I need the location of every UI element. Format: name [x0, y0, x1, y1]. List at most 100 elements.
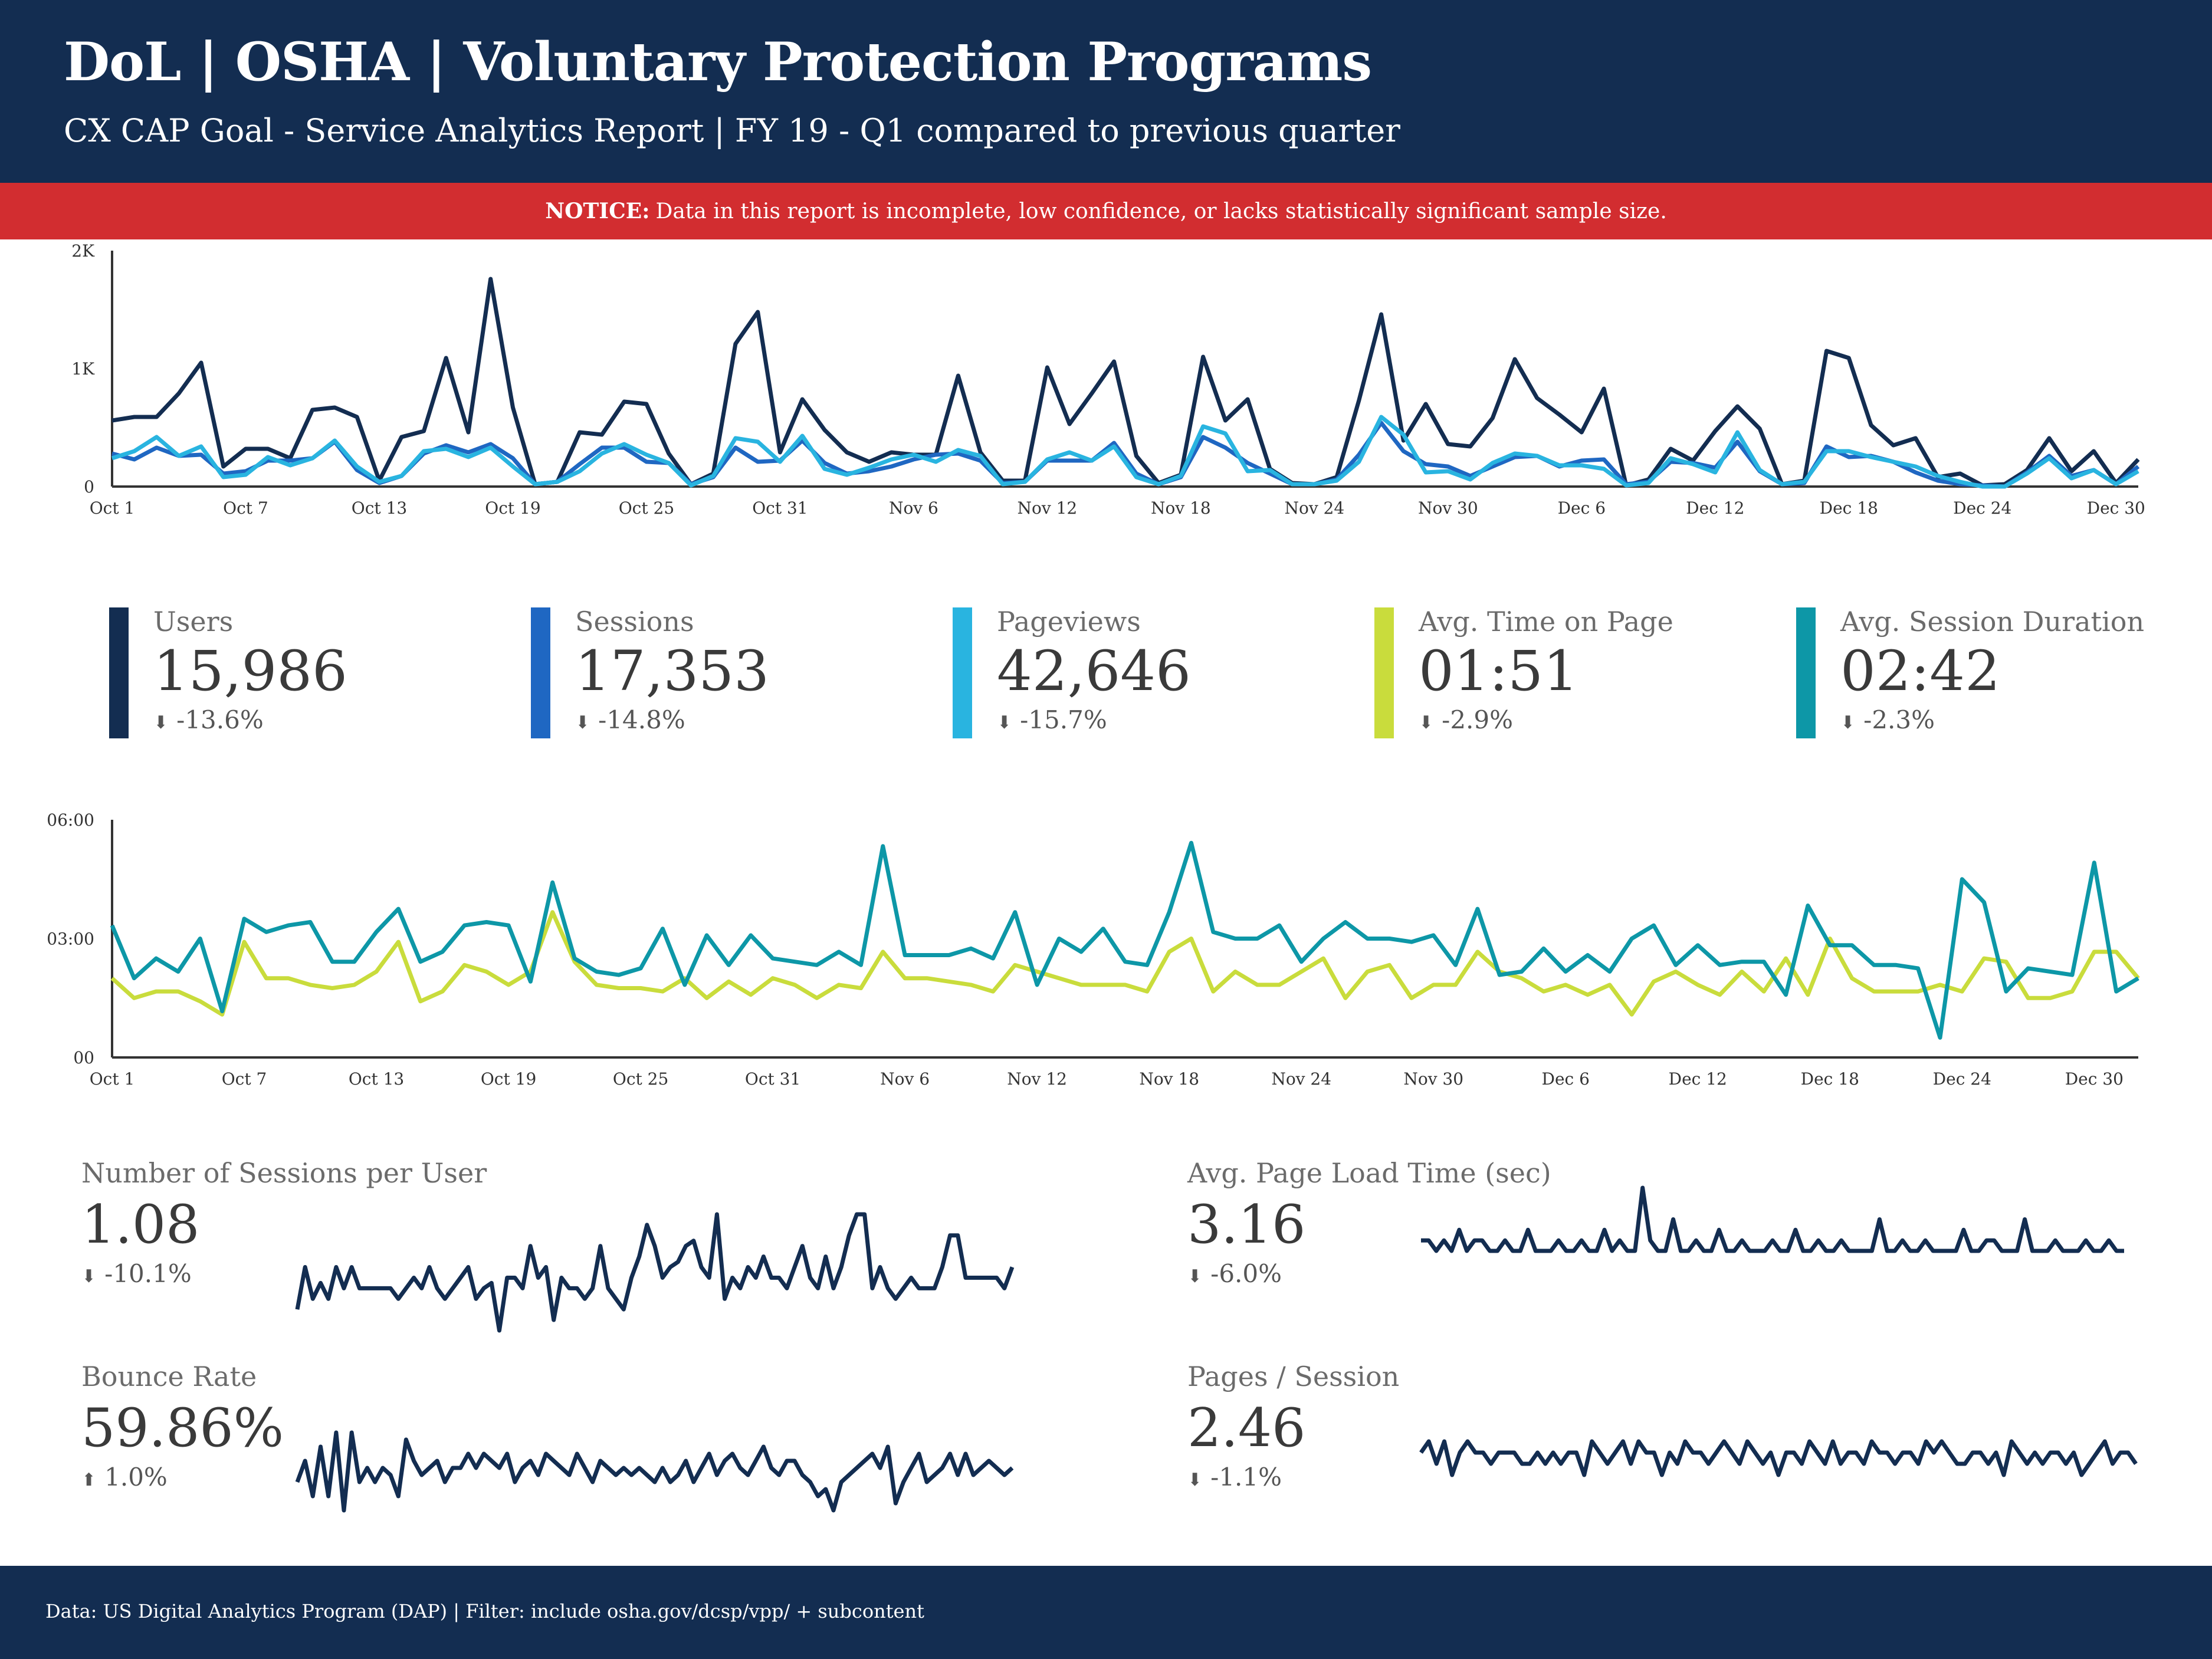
sparkline-path	[1419, 1439, 2138, 1477]
x-tick-label: Dec 24	[1953, 498, 2011, 518]
kpi-avg-time-delta: -2.9%	[1442, 705, 1514, 734]
footer-source-text: Data: US Digital Analytics Program (DAP)…	[45, 1600, 924, 1622]
kpi-avg-session-duration: Avg. Session Duration 02:42 ⬇ -2.3%	[1796, 605, 2145, 738]
y-tick-label: 1K	[71, 359, 95, 379]
kpi-avg-time-value: 01:51	[1419, 639, 1578, 704]
kpi-users: Users 15,986 ⬇ -13.6%	[109, 605, 347, 740]
kpi-sessions-label: Sessions	[575, 606, 694, 638]
metric-page-load: Avg. Page Load Time (sec) 3.16 ⬇ -6.0%	[1187, 1156, 1551, 1293]
kpi-avg-session-delta: -2.3%	[1863, 705, 1935, 734]
kpi-avg-session-color-bar	[1796, 607, 1816, 738]
arrow-down-icon: ⬇	[1840, 712, 1856, 733]
x-tick-label: Nov 6	[889, 498, 938, 518]
pages-per-session-label: Pages / Session	[1187, 1361, 1400, 1392]
bounce-rate-sparkline	[295, 1430, 1014, 1513]
kpi-sessions: Sessions 17,353 ⬇ -14.8%	[531, 605, 769, 740]
page-load-delta-row: ⬇ -6.0%	[1187, 1257, 1551, 1293]
x-tick-label: Dec 30	[2087, 498, 2145, 518]
sparkline-path	[295, 1212, 1015, 1333]
x-tick-label: Dec 18	[1801, 1069, 1859, 1089]
kpi-avg-session-value: 02:42	[1840, 639, 2000, 704]
y-tick-label: 2K	[71, 241, 95, 261]
kpi-users-delta: -13.6%	[176, 705, 264, 734]
x-tick-label: Oct 7	[223, 498, 268, 518]
x-tick-label: Oct 31	[745, 1069, 800, 1089]
report-header: DoL | OSHA | Voluntary Protection Progra…	[0, 0, 2212, 183]
x-tick-label: Oct 19	[481, 1069, 536, 1089]
series-line-pageviews	[111, 415, 2139, 489]
arrow-down-icon: ⬇	[1187, 1266, 1203, 1287]
sessions-per-user-delta: -10.1%	[104, 1259, 192, 1288]
page-load-delta: -6.0%	[1210, 1259, 1282, 1288]
report-subtitle: CX CAP Goal - Service Analytics Report |…	[64, 112, 1400, 149]
kpi-sessions-value: 17,353	[575, 639, 769, 704]
x-tick-label: Oct 31	[752, 498, 808, 518]
x-tick-label: Nov 30	[1403, 1069, 1463, 1089]
x-tick-label: Dec 24	[1933, 1069, 1991, 1089]
x-tick-label: Oct 13	[352, 498, 407, 518]
y-tick-label: 00	[73, 1048, 94, 1067]
kpi-users-delta-row: ⬇ -13.6%	[153, 704, 347, 740]
arrow-down-icon: ⬇	[1419, 712, 1434, 733]
series-line-avg-session-duration	[110, 840, 2139, 1040]
kpi-pageviews-delta: -15.7%	[1020, 705, 1107, 734]
kpi-pageviews-color-bar	[953, 607, 972, 738]
report-footer: Data: US Digital Analytics Program (DAP)…	[0, 1566, 2212, 1659]
notice-banner: NOTICE: Data in this report is incomplet…	[0, 183, 2212, 239]
kpi-pageviews-delta-row: ⬇ -15.7%	[997, 704, 1191, 740]
page-load-value: 3.16	[1187, 1194, 1306, 1256]
x-tick-label: Dec 12	[1669, 1069, 1727, 1089]
kpi-avg-session-label: Avg. Session Duration	[1840, 606, 2145, 638]
kpi-users-label: Users	[153, 606, 234, 638]
x-tick-label: Oct 19	[485, 498, 540, 518]
x-tick-label: Oct 1	[90, 1069, 135, 1089]
y-tick-label: 06:00	[47, 810, 94, 830]
pages-per-session-delta-row: ⬇ -1.1%	[1187, 1461, 1399, 1497]
metric-bounce-rate: Bounce Rate 59.86% ⬆ 1.0%	[81, 1359, 284, 1497]
x-tick-label: Dec 18	[1820, 498, 1878, 518]
x-tick-label: Dec 6	[1558, 498, 1606, 518]
x-tick-label: Oct 7	[222, 1069, 267, 1089]
report-title: DoL | OSHA | Voluntary Protection Progra…	[64, 31, 1372, 93]
kpi-pageviews-label: Pageviews	[997, 606, 1141, 638]
kpi-users-value: 15,986	[153, 639, 347, 704]
y-tick-label: 0	[84, 477, 94, 497]
arrow-down-icon: ⬇	[153, 712, 169, 733]
kpi-pageviews-value: 42,646	[997, 639, 1191, 704]
x-tick-label: Oct 1	[90, 498, 135, 518]
traffic-line-chart: 0 1K 2K Oct 1 Oct 7 Oct 13 Oct 19 Oct 25 Oct 31 N…	[71, 241, 2145, 518]
sparkline-path	[295, 1430, 1014, 1513]
x-tick-label: Nov 30	[1418, 498, 1478, 518]
arrow-down-icon: ⬇	[575, 712, 590, 733]
arrow-down-icon: ⬇	[997, 712, 1012, 733]
sessions-per-user-delta-row: ⬇ -10.1%	[81, 1257, 487, 1293]
x-tick-label: Nov 12	[1018, 498, 1078, 518]
x-tick-label: Oct 13	[349, 1069, 404, 1089]
kpi-avg-time-label: Avg. Time on Page	[1419, 606, 1673, 638]
pages-per-session-delta: -1.1%	[1210, 1463, 1282, 1492]
bounce-rate-value: 59.86%	[81, 1397, 284, 1459]
x-tick-label: Nov 18	[1139, 1069, 1199, 1089]
y-tick-label: 03:00	[47, 929, 94, 949]
sessions-per-user-value: 1.08	[81, 1194, 200, 1256]
pages-per-session-sparkline	[1419, 1439, 2138, 1477]
page-load-label: Avg. Page Load Time (sec)	[1187, 1157, 1551, 1189]
kpi-avg-time-delta-row: ⬇ -2.9%	[1419, 704, 1673, 740]
sessions-per-user-label: Number of Sessions per User	[81, 1157, 487, 1189]
x-tick-label: Nov 18	[1151, 498, 1211, 518]
x-tick-label: Nov 12	[1007, 1069, 1067, 1089]
sparkline-path	[1421, 1185, 2124, 1253]
kpi-sessions-delta-row: ⬇ -14.8%	[575, 704, 769, 740]
notice-label: NOTICE:	[545, 199, 650, 224]
bounce-rate-delta: 1.0%	[104, 1463, 168, 1492]
arrow-down-icon: ⬇	[1187, 1470, 1203, 1490]
arrow-down-icon: ⬇	[81, 1266, 97, 1287]
bounce-rate-label: Bounce Rate	[81, 1361, 257, 1392]
sessions-per-user-sparkline	[295, 1212, 1015, 1333]
page-load-sparkline	[1421, 1185, 2124, 1253]
x-tick-label: Dec 12	[1686, 498, 1744, 518]
metric-pages-per-session: Pages / Session 2.46 ⬇ -1.1%	[1187, 1359, 1399, 1497]
duration-line-chart: 00 03:00 06:00 Oct 1 Oct 7 Oct 13 Oct 19 Oct 25…	[47, 810, 2140, 1089]
kpi-avg-time-on-page: Avg. Time on Page 01:51 ⬇ -2.9%	[1374, 605, 1673, 740]
metric-sessions-per-user: Number of Sessions per User 1.08 ⬇ -10.1%	[81, 1156, 487, 1293]
